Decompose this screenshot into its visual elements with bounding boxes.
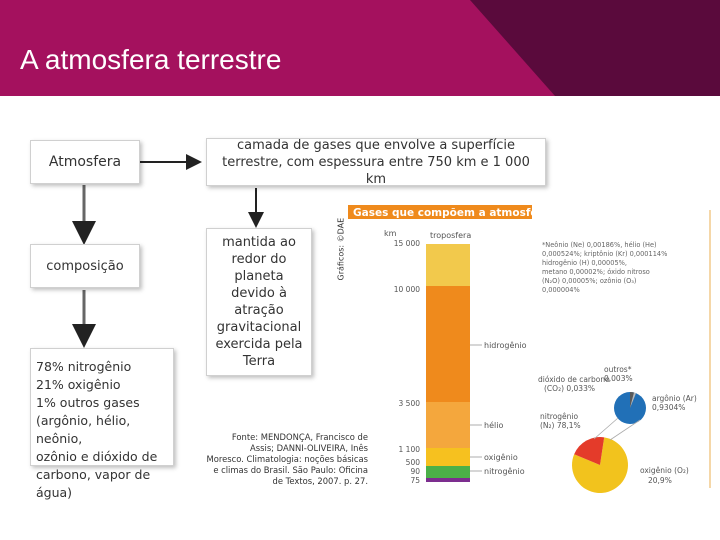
minor-gases-zoom (593, 391, 646, 441)
gases-line: 21% oxigênio (36, 377, 121, 392)
pie-label-ar: argônio (Ar) (652, 394, 697, 403)
gases-line: carbono, vapor de água) (36, 467, 151, 500)
chart-ylabel: km (384, 229, 397, 238)
tick-label: 1 100 (399, 445, 421, 454)
pie-label-co2-value: (CO₂) 0,033% (544, 384, 595, 393)
tick-label: 500 (406, 458, 421, 467)
layer-label-helio: hélio (484, 420, 503, 430)
gases-line: ozônio e dióxido de (36, 449, 158, 464)
note-line: 0,000524%; kriptônio (Kr) 0,000114% (542, 250, 667, 258)
zoom-connector (609, 419, 641, 441)
note-line: hidrogênio (H) 0,00005%, (542, 259, 627, 267)
pie-label-outros-value: 0,003% (604, 374, 633, 383)
source-line: Fonte: MENDONÇA, Francisco de (231, 432, 368, 442)
layer-bottom (426, 478, 470, 482)
definition-text: camada de gases que envolve a superfície… (222, 137, 530, 187)
header-banner: A atmosfera terrestre (0, 0, 720, 96)
note-line: (N₂O) 0,00005%; ozônio (O₃) (542, 277, 637, 285)
tick-label: 10 000 (394, 285, 420, 294)
source-line: de Textos, 2007. p. 27. (272, 476, 368, 486)
note-line: metano 0,00002%; óxido nitroso (542, 268, 650, 276)
layer-troposfera (426, 244, 470, 286)
composicao-box: composição (30, 244, 140, 288)
source-line: Moresco. Climatologia: noções básicas (206, 454, 368, 464)
source-line: Assis; DANNI-OLIVEIRA, Inês (250, 443, 368, 453)
pie-label-co2: dióxido de carbono (538, 375, 610, 384)
atmosfera-label: Atmosfera (48, 153, 122, 170)
note-line: *Neônio (Ne) 0,00186%, hélio (He) (542, 241, 657, 249)
tick-label: 3 500 (399, 399, 421, 408)
layer-helio (426, 402, 470, 448)
atmosfera-box: Atmosfera (30, 140, 140, 184)
composition-pie (572, 437, 628, 493)
source-citation: Fonte: MENDONÇA, Francisco de Assis; DAN… (206, 432, 368, 487)
gases-box: 78% nitrogênio 21% oxigênio 1% outros ga… (30, 348, 174, 500)
layer-label-hidrogenio: hidrogênio (484, 340, 527, 350)
layer-label-oxigenio: oxigênio (484, 452, 518, 462)
gases-line: 1% outros gases (36, 395, 140, 410)
chart-title: Gases que compõem a atmosfera (353, 207, 550, 219)
layer-hidrogenio (426, 286, 470, 402)
tick-label: 90 (410, 467, 420, 476)
layer-oxigenio (426, 448, 470, 466)
layer-label-nitrogenio: nitrogênio (484, 466, 525, 476)
header-background (0, 0, 720, 96)
mantida-text: mantida ao redor do planeta devido à atr… (215, 235, 303, 369)
pie-label-o2: oxigênio (O₂) (640, 466, 689, 475)
gases-line: (argônio, hélio, neônio, (36, 413, 131, 446)
pie-slice-outros (630, 392, 636, 408)
definition-box: camada de gases que envolve a superfície… (206, 137, 546, 187)
layer-label-troposfera: troposfera (430, 231, 471, 240)
pie-label-ar-value: 0,9304% (652, 403, 685, 412)
pie-slice-nitrogênio (572, 437, 628, 493)
mantida-box: mantida ao redor do planeta devido à atr… (206, 228, 312, 376)
pie-slice-dioxido-de-carbono (630, 391, 634, 408)
gases-line: 78% nitrogênio (36, 359, 132, 374)
pie-label-o2-value: 20,9% (648, 476, 672, 485)
pie-slice-oxigênio (574, 437, 605, 465)
source-line: e climas do Brasil. São Paulo: Oficina (213, 465, 368, 475)
note-line: 0,000004% (542, 286, 580, 294)
pie-label-n2-value: (N₂) 78,1% (540, 421, 581, 430)
pie-label-n2: nitrogênio (540, 412, 578, 421)
zoom-connector (593, 417, 619, 440)
page-title: A atmosfera terrestre (20, 44, 282, 75)
header-dark-shape (470, 0, 720, 96)
tick-label: 15 000 (394, 239, 420, 248)
chart-title-bar (348, 205, 532, 219)
layer-nitrogenio (426, 466, 470, 478)
composicao-label: composição (46, 258, 124, 274)
pie-label-outros: outros* (604, 365, 632, 374)
tick-label: 75 (410, 476, 420, 485)
